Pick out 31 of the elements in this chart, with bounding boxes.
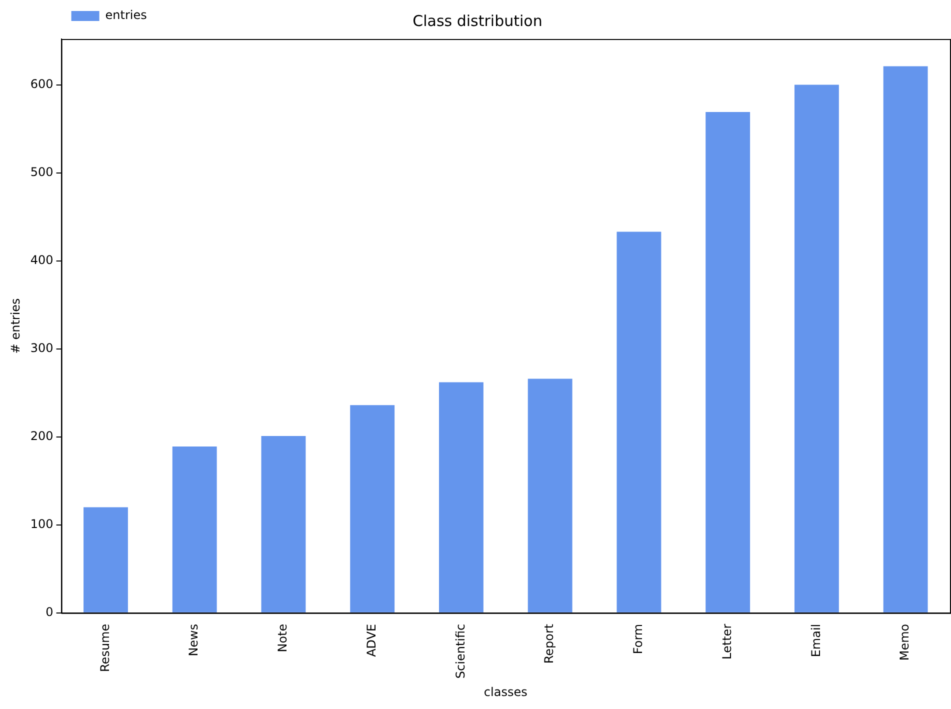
y-tick-label: 0 xyxy=(46,604,54,619)
bar xyxy=(794,84,839,612)
bar xyxy=(528,378,572,612)
legend-label: entries xyxy=(105,8,147,22)
x-tick-label: ADVE xyxy=(364,624,378,657)
x-tick-label: Resume xyxy=(98,624,112,672)
x-tick-label: Form xyxy=(631,624,646,654)
y-tick-label: 100 xyxy=(30,516,54,531)
chart-title: Class distribution xyxy=(412,12,542,30)
x-tick-label: Letter xyxy=(720,624,734,660)
x-tick-label: Report xyxy=(542,624,556,664)
bar xyxy=(172,446,217,612)
bar xyxy=(706,112,750,612)
y-tick-label: 400 xyxy=(30,252,54,267)
y-tick-label: 600 xyxy=(30,76,54,91)
x-axis-title: classes xyxy=(484,684,528,699)
x-tick-label: Email xyxy=(808,624,823,658)
x-tick-label: Note xyxy=(276,624,290,652)
y-axis-title: # entries xyxy=(8,298,22,354)
bar xyxy=(84,507,128,612)
x-tick-label: Scientific xyxy=(453,624,468,679)
y-tick-label: 300 xyxy=(30,340,54,355)
y-tick-label: 200 xyxy=(30,428,54,443)
bar xyxy=(439,382,484,612)
y-tick-label: 500 xyxy=(30,164,54,179)
bar xyxy=(883,66,928,612)
x-tick-label: News xyxy=(186,624,201,656)
bar xyxy=(616,232,662,612)
x-tick-label: Memo xyxy=(898,624,912,661)
bar xyxy=(261,436,306,612)
bar xyxy=(350,405,395,612)
